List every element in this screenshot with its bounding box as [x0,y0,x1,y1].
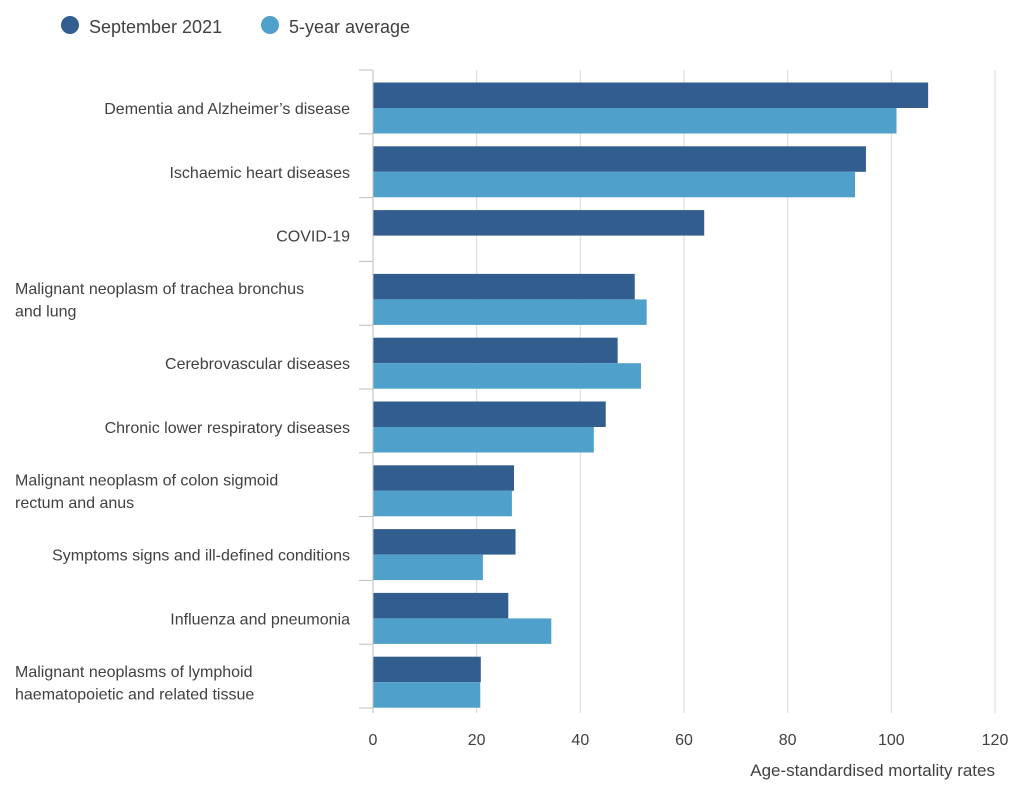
legend-marker-2 [261,16,279,34]
category-label-5: Cerebrovascular diseases [165,356,350,373]
legend-marker-1 [61,16,79,34]
legend-label-1: September 2021 [89,17,222,37]
bar-september-2021-3 [373,210,705,236]
category-label-6: Chronic lower respiratory diseases [105,420,350,437]
category-labels: Dementia and Alzheimer’s disease Ischaemi… [15,101,350,703]
bar-september-2021-4 [373,273,635,300]
category-label-2: Ischaemic heart diseases [169,165,350,182]
x-tick-label-20: 20 [468,732,486,749]
x-tick-label-100: 100 [878,732,905,749]
bar-september-2021-8 [373,529,516,555]
category-label-3: COVID-19 [276,229,350,246]
x-axis-title: Age-standardised mortality rates [750,761,995,780]
bar-september-2021-2 [373,146,866,172]
bar-5-year-average-6 [373,427,594,453]
category-label-7: Malignant neoplasm of colon sigmoid rectu… [15,473,278,513]
bar-september-2021-9 [373,592,509,619]
bar-september-2021-6 [373,401,606,427]
x-tick-label-120: 120 [982,732,1009,749]
bar-september-2021-5 [373,337,618,364]
bar-5-year-average-7 [373,490,512,517]
x-tick-label-60: 60 [675,732,693,749]
bar-5-year-average-4 [373,299,647,325]
legend-label-2: 5-year average [289,17,410,37]
category-label-8: Symptoms signs and ill-defined condition… [52,548,350,565]
axes [359,69,374,713]
bar-september-2021-1 [373,82,929,108]
tick-labels: 0 20 40 60 80 100 120 [369,732,1009,749]
bar-5-year-average-9 [373,618,552,644]
legend: September 2021 5-year average [61,16,410,37]
x-tick-label-40: 40 [571,732,589,749]
x-tick-label-0: 0 [369,732,378,749]
category-label-10: Malignant neoplasms of lymphoid haematopo… [15,664,254,704]
bar-5-year-average-5 [373,363,641,389]
bar-september-2021-7 [373,465,514,491]
bars [373,82,929,708]
bar-5-year-average-10 [373,682,481,708]
bar-5-year-average-1 [373,108,897,134]
bar-september-2021-10 [373,656,481,683]
category-label-4: Malignant neoplasm of trachea bronchus an… [15,281,304,321]
category-label-1: Dementia and Alzheimer’s disease [104,101,350,118]
x-tick-label-80: 80 [779,732,797,749]
bar-5-year-average-2 [373,171,856,198]
category-label-9: Influenza and pneumonia [170,611,350,628]
bar-5-year-average-8 [373,554,483,581]
